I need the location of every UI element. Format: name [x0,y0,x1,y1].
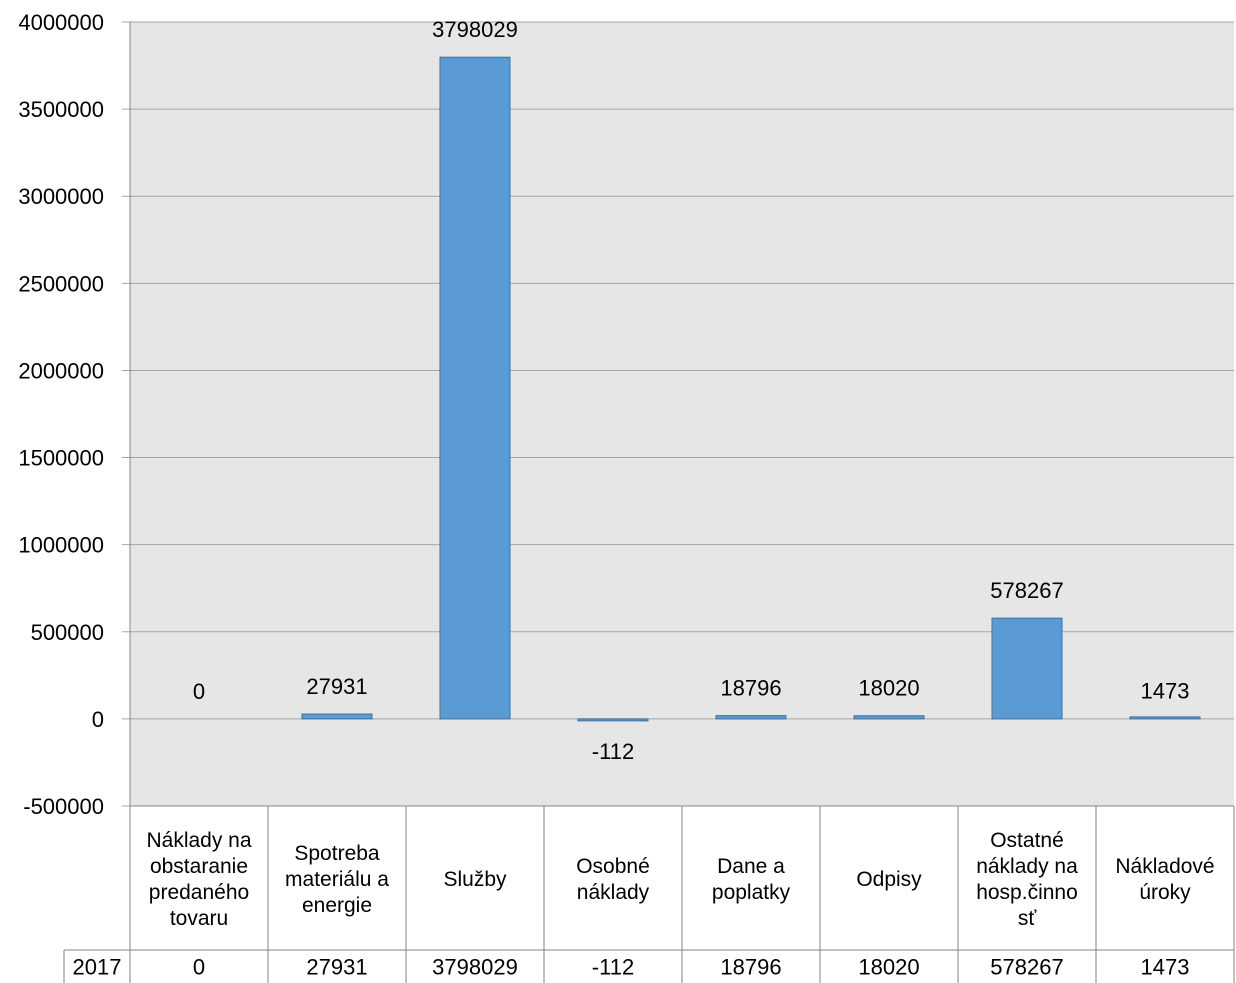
data-label: 3798029 [432,17,518,42]
data-label: 18020 [858,676,919,701]
y-tick-label: 500000 [31,620,104,645]
y-tick-label: 1500000 [18,446,104,471]
y-tick-label: 4000000 [18,10,104,35]
table-value: 1473 [1141,955,1190,980]
table-value: 18796 [720,955,781,980]
table-value: 0 [193,955,205,980]
bar [577,718,649,722]
category-label: Nákladové úroky [1115,855,1214,904]
category-label: Služby [443,868,507,891]
y-tick-label: 3000000 [18,184,104,209]
data-labels: 0 27931 3798029 -112 18796 18020 578267 1473 [193,17,1190,764]
bar [853,715,925,720]
y-tick-label: 2000000 [18,358,104,383]
bar [991,617,1063,720]
y-axis: -500000 0 500000 1000000 1500000 2000000 25000… [18,10,131,983]
bar [715,715,787,720]
data-label: 0 [193,679,205,704]
data-label: 1473 [1141,679,1190,704]
table-value: 3798029 [432,955,518,980]
category-label: Dane a poplatky [712,855,791,904]
table-value: 18020 [858,955,919,980]
table-value: 578267 [990,955,1063,980]
plot-area-group [122,21,1234,807]
bar [1129,716,1201,720]
category-label: Náklady na obstaranie predaného tovaru [146,829,251,930]
bars [301,56,1201,722]
category-label: Ostatné náklady na hosp.činno sť [976,829,1078,930]
y-tick-label: 0 [92,707,104,732]
y-tick-label: 1000000 [18,533,104,558]
plot-area [130,22,1234,806]
data-label: 578267 [990,578,1063,603]
data-label: -112 [592,739,634,764]
y-tick-label: -500000 [23,794,104,819]
data-label: 27931 [306,674,367,699]
bar [439,56,511,720]
category-label: Osobné náklady [576,855,650,904]
table-value: 27931 [306,955,367,980]
y-tick-label: 2500000 [18,271,104,296]
bar [301,713,373,720]
data-label: 18796 [720,676,781,701]
data-table: Náklady na obstaranie predaného tovaru Spotr… [63,805,1235,983]
table-value: -112 [592,955,634,980]
y-tick-label: 3500000 [18,97,104,122]
category-label: Spotreba materiálu a energie [285,842,389,917]
category-label: Odpisy [856,868,922,891]
series-name: 2017 [73,955,122,980]
